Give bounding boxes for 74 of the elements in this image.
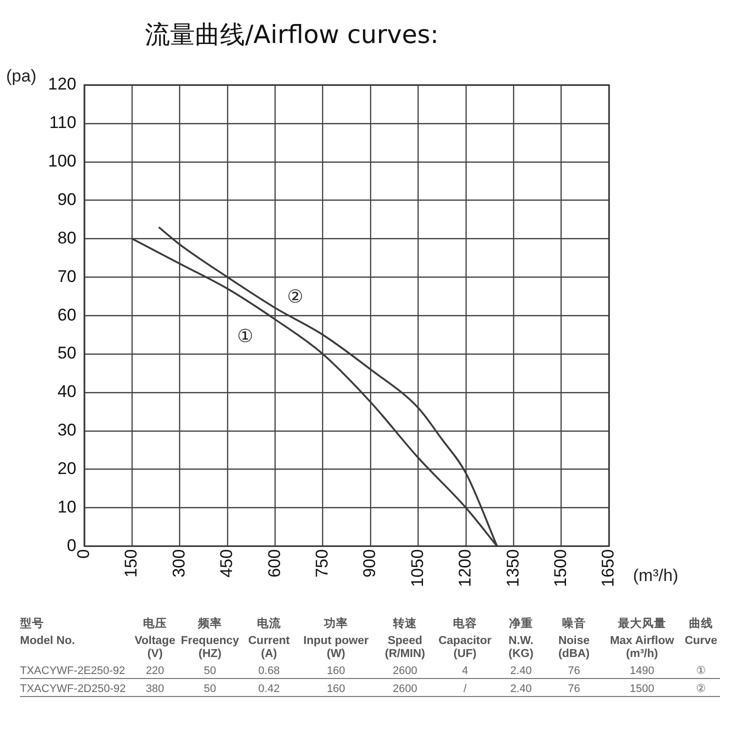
x-tick-label: 150	[122, 549, 141, 578]
chart-title: 流量曲线/Airflow curves:	[145, 19, 439, 51]
text: 电容	[452, 618, 478, 631]
x-axis-title: (m³/h)	[633, 566, 678, 585]
x-tick-label: 1350	[503, 549, 522, 588]
text: Max Airflow (m³/h)	[608, 635, 676, 661]
text: Curve	[684, 635, 718, 649]
text: 频率	[196, 618, 223, 631]
x-tick-label: 1200	[456, 549, 475, 588]
y-tick-label: 50	[57, 344, 76, 363]
series-label: ①	[237, 326, 254, 348]
y-tick-label: 110	[49, 113, 76, 132]
text: 2600	[376, 665, 434, 679]
text: Input power (W)	[302, 635, 370, 661]
text: ②	[682, 683, 720, 697]
text: Speed (R/MIN)	[384, 635, 426, 661]
y-tick-label: 100	[48, 152, 76, 171]
text: Capacitor (UF)	[437, 635, 493, 661]
y-tick-label: 0	[66, 536, 76, 555]
text: 76	[546, 683, 602, 697]
y-tick-label: 10	[57, 497, 76, 516]
y-tick-label: 60	[57, 305, 76, 324]
y-tick-label: 30	[57, 420, 76, 440]
text: 1500	[602, 683, 682, 697]
x-tick-label: 900	[360, 549, 380, 578]
y-tick-label: 90	[57, 190, 76, 209]
y-tick-label: 70	[57, 266, 76, 286]
text: 1490	[602, 665, 682, 679]
x-tick-label: 750	[312, 549, 332, 578]
y-tick-label: 80	[57, 228, 76, 248]
x-tick-label: 1650	[598, 549, 618, 588]
text: ①	[682, 665, 720, 679]
x-tick-label: 300	[169, 549, 188, 578]
y-tick-label: 40	[57, 382, 76, 402]
x-tick-label: 1050	[408, 549, 427, 588]
y-tick-label: 20	[57, 459, 76, 478]
text: 转速	[392, 618, 418, 631]
y-tick-label: 120	[48, 74, 76, 94]
text: Noise (dBA)	[557, 635, 591, 661]
text: 50	[178, 665, 242, 679]
text: 电压	[142, 618, 168, 631]
text: 2.40	[496, 665, 546, 679]
text: Current (A)	[247, 635, 291, 661]
text: 电流	[256, 618, 282, 631]
text: 160	[296, 665, 376, 679]
y-axis-title: (pa)	[6, 66, 36, 86]
text: Frequency (HZ)	[180, 635, 240, 661]
x-tick-label: 600	[264, 549, 284, 578]
text: 功率	[323, 618, 349, 631]
text: /	[434, 683, 496, 697]
text: 曲线	[688, 618, 714, 631]
text: N.W. (KG)	[508, 635, 534, 661]
series-label: ②	[287, 286, 304, 308]
text: 0.42	[242, 683, 296, 697]
text: 76	[546, 665, 602, 679]
text: TXACYWF-2E250-92	[20, 665, 132, 679]
text: 4	[434, 665, 496, 679]
text: 160	[296, 683, 376, 697]
text: 220	[132, 665, 178, 679]
text: TXACYWF-2D250-92	[20, 683, 132, 697]
text: 型号	[20, 618, 45, 631]
text: 净重	[508, 618, 534, 631]
text: Voltage (V)	[134, 635, 176, 661]
text: 2600	[376, 683, 434, 697]
text: 50	[178, 683, 242, 697]
text: 0.68	[242, 665, 296, 679]
x-tick-label: 0	[74, 549, 94, 559]
text: 2.40	[496, 683, 546, 697]
x-tick-label: 1500	[550, 549, 570, 588]
text: 最大风量	[617, 618, 667, 631]
text: 噪音	[561, 618, 587, 631]
text: Model No.	[20, 635, 76, 649]
text: 380	[132, 683, 178, 697]
x-tick-label: 450	[217, 549, 236, 578]
